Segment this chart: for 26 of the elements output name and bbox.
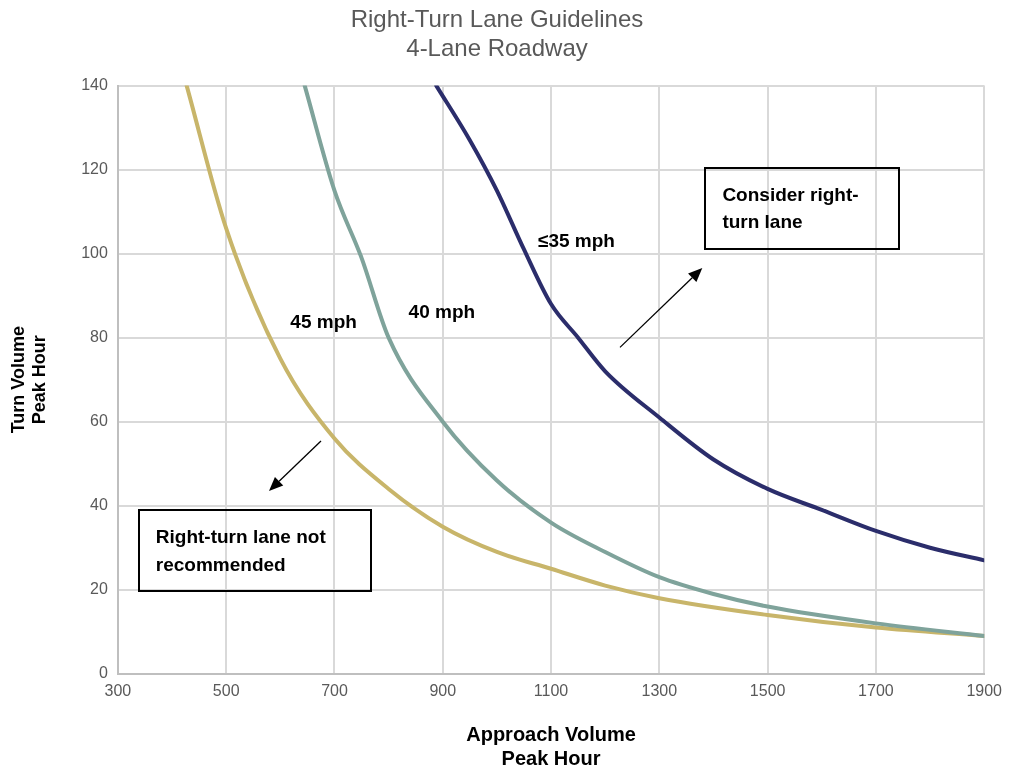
y-tick-label: 120	[81, 160, 108, 178]
series-label: ≤35 mph	[537, 229, 615, 251]
y-tick-label: 100	[81, 244, 108, 262]
y-tick-label: 40	[90, 496, 108, 514]
y-tick-label: 140	[81, 76, 108, 94]
x-tick-label: 700	[321, 681, 348, 699]
x-tick-label: 1900	[966, 681, 1003, 699]
annotation: Right-turn lane not recommended	[137, 509, 372, 593]
x-tick-label: 300	[104, 681, 132, 699]
y-axis-title: Turn Volume Peak Hour	[7, 326, 50, 434]
y-tick-label: 80	[90, 328, 108, 346]
series-label: 45 mph	[290, 310, 357, 332]
x-tick-label: 900	[429, 681, 457, 699]
line-series	[434, 85, 985, 563]
x-tick-label: 1100	[533, 681, 569, 699]
chart-title: Right-Turn Lane Guidelines 4-Lane Roadway	[350, 5, 644, 61]
x-tick-label: 1300	[641, 681, 678, 699]
x-tick-label: 500	[212, 681, 240, 699]
y-tick-label: 0	[98, 664, 108, 682]
annotation: Consider right-turn lane	[704, 166, 901, 250]
x-tick-label: 1700	[858, 681, 894, 699]
x-tick-label: 1500	[749, 681, 786, 699]
x-axis-title: Approach Volume Peak Hour	[466, 722, 636, 769]
series-label: 40 mph	[408, 300, 476, 322]
y-tick-label: 20	[90, 580, 108, 598]
y-tick-label: 60	[90, 412, 108, 430]
